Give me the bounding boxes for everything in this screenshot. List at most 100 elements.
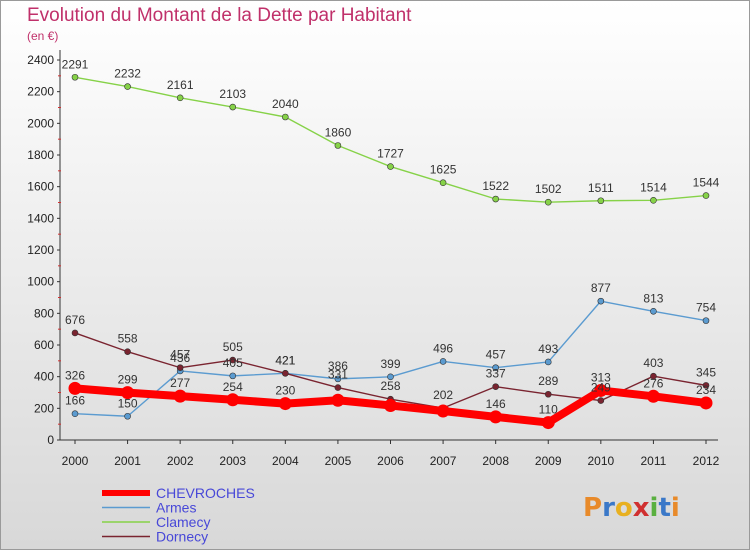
data-label-chevroches: 254 (223, 380, 243, 394)
data-label-chevroches: 234 (696, 383, 716, 397)
data-point-chevroches (699, 396, 713, 410)
data-point-dornecy (334, 384, 342, 391)
data-point-clamecy (176, 94, 184, 102)
data-point-clamecy (334, 142, 342, 149)
data-label-clamecy: 2040 (272, 97, 299, 111)
x-tick-label: 2003 (219, 454, 246, 468)
data-point-clamecy (229, 103, 237, 111)
x-tick-label: 2002 (167, 454, 194, 468)
data-point-dornecy (124, 348, 131, 355)
data-label-clamecy: 1514 (640, 180, 667, 194)
x-tick-label: 2009 (535, 454, 562, 468)
data-label-chevroches: 110 (539, 403, 558, 417)
data-label-chevroches: 299 (118, 373, 138, 387)
data-point-dornecy (702, 382, 710, 389)
data-point-chevroches (278, 397, 292, 411)
data-point-chevroches (489, 410, 503, 424)
logo-letter: P (583, 493, 602, 523)
data-point-dornecy (282, 370, 289, 377)
chart-subtitle: (en €) (27, 29, 59, 43)
data-point-chevroches (541, 416, 555, 430)
logo-letter: x (633, 493, 650, 523)
data-point-dornecy (229, 356, 237, 364)
logo-letter: o (615, 493, 633, 523)
data-label-dornecy: 331 (328, 368, 348, 382)
data-label-chevroches: 313 (591, 370, 611, 384)
data-point-chevroches (384, 398, 397, 412)
data-point-armes (439, 358, 447, 365)
data-point-chevroches (173, 389, 187, 403)
data-label-dornecy: 558 (118, 332, 138, 346)
data-label-chevroches: 326 (65, 368, 85, 382)
y-tick-label: 1800 (27, 148, 54, 162)
x-tick-label: 2006 (377, 454, 404, 468)
data-point-armes (492, 364, 499, 371)
y-tick-label: 400 (34, 370, 54, 384)
data-label-clamecy: 1860 (325, 126, 352, 140)
chart-title: Evolution du Montant de la Dette par Hab… (27, 5, 412, 26)
data-label-dornecy: 249 (591, 381, 611, 395)
data-point-clamecy (597, 197, 605, 205)
data-point-dornecy (650, 372, 657, 380)
y-tick-label: 2000 (27, 116, 54, 130)
data-label-armes: 421 (275, 353, 295, 367)
data-point-dornecy (544, 390, 552, 398)
data-label-chevroches: 276 (643, 376, 663, 390)
y-tick-label: 2200 (27, 85, 54, 99)
data-label-dornecy: 202 (433, 388, 453, 402)
x-tick-label: 2005 (325, 454, 352, 468)
data-label-dornecy: 421 (275, 353, 295, 367)
data-point-clamecy (124, 83, 131, 90)
data-point-armes (597, 297, 605, 305)
data-point-armes (702, 317, 710, 324)
data-label-armes: 436 (170, 351, 190, 365)
data-point-clamecy (439, 179, 447, 187)
data-point-chevroches (226, 393, 240, 407)
y-tick-label: 1200 (27, 243, 54, 257)
data-label-clamecy: 1522 (482, 179, 509, 193)
data-label-armes: 399 (380, 357, 400, 371)
data-label-chevroches: 146 (486, 397, 506, 411)
data-point-armes (229, 372, 237, 380)
data-point-clamecy (282, 113, 289, 121)
data-label-dornecy: 505 (223, 340, 243, 354)
data-label-dornecy: 337 (486, 367, 506, 381)
data-point-chevroches (646, 389, 660, 403)
x-tick-label: 2000 (62, 454, 89, 468)
logo-letter: i (650, 493, 659, 523)
data-point-chevroches (594, 383, 608, 397)
data-point-clamecy (387, 163, 394, 170)
data-point-dornecy (492, 383, 499, 390)
y-tick-label: 1600 (27, 180, 54, 194)
data-label-clamecy: 1511 (588, 181, 614, 195)
legend-label-dornecy: Dornecy (156, 529, 208, 545)
y-tick-label: 1400 (27, 211, 54, 225)
data-label-clamecy: 2103 (219, 87, 246, 101)
y-tick-label: 1000 (27, 275, 54, 289)
y-tick-label: 2400 (27, 53, 54, 67)
data-label-dornecy: 676 (65, 313, 85, 327)
data-label-dornecy: 403 (643, 356, 663, 370)
data-point-armes (124, 412, 131, 420)
x-tick-label: 2008 (482, 454, 509, 468)
data-point-clamecy (71, 73, 79, 81)
y-tick-label: 0 (47, 433, 54, 447)
logo-letter: i (671, 493, 680, 523)
data-label-armes: 150 (118, 396, 138, 410)
data-point-armes (387, 373, 394, 381)
data-point-armes (71, 410, 79, 418)
data-point-armes (334, 375, 342, 383)
x-tick-label: 2010 (587, 454, 614, 468)
y-tick-label: 600 (34, 338, 54, 352)
data-point-dornecy (71, 329, 79, 337)
data-point-chevroches (436, 404, 450, 418)
data-label-armes: 166 (65, 394, 85, 408)
data-label-dornecy: 289 (538, 374, 558, 388)
data-label-clamecy: 1544 (693, 176, 720, 190)
y-tick-label: 800 (34, 306, 54, 320)
data-point-dornecy (597, 397, 605, 404)
x-tick-label: 2011 (641, 454, 667, 468)
legend-label-chevroches: CHEVROCHES (156, 485, 255, 501)
